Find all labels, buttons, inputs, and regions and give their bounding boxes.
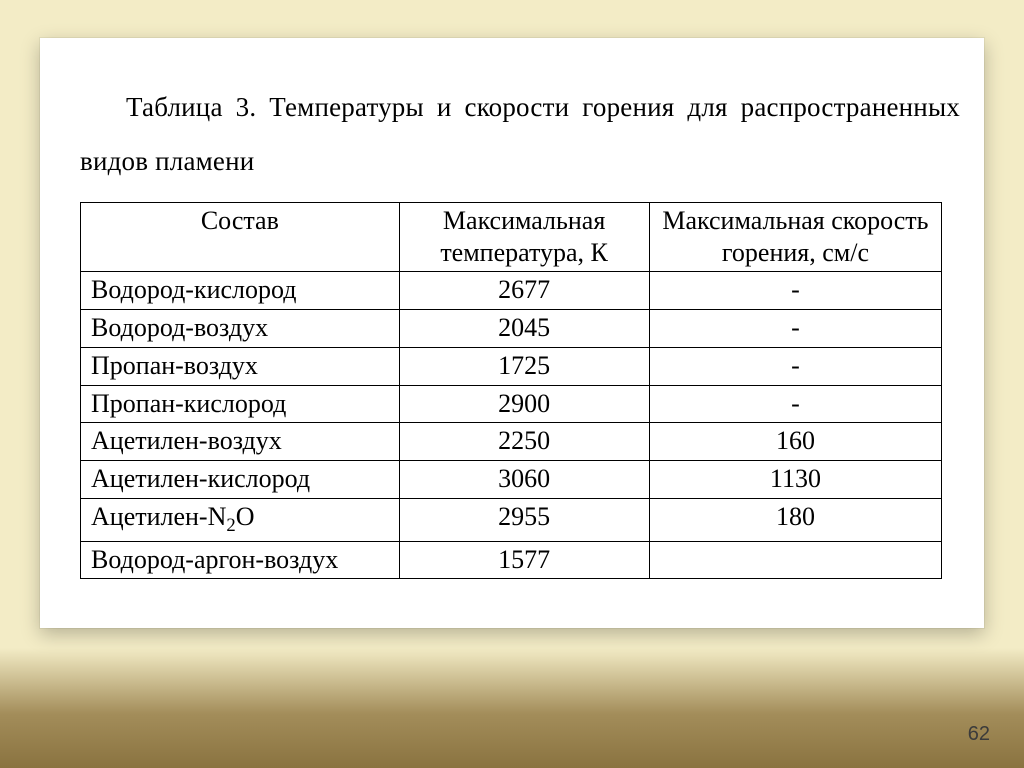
cell-temperature: 2955 [399,498,649,541]
cell-composition: Водород-аргон-воздух [81,541,400,579]
caption-line1: Таблица 3. Температуры и скорости горени… [126,92,960,122]
col-header-composition-text: Состав [201,206,279,235]
table-row: Ацетилен-кислород 3060 1130 [81,461,942,499]
table-header-row: Состав Максимальная температура, К Макси… [81,203,942,272]
col-header-temp-l2: температура, К [440,238,608,267]
cell-composition: Ацетилен-воздух [81,423,400,461]
cell-speed: 1130 [649,461,942,499]
table-caption: Таблица 3. Температуры и скорости горени… [80,80,960,188]
flame-table: Состав Максимальная температура, К Макси… [80,202,942,579]
caption-line2: видов пламени [80,146,254,176]
col-header-composition: Состав [81,203,400,272]
table-row: Водород-аргон-воздух 1577 [81,541,942,579]
cell-speed: - [649,385,942,423]
col-header-temp-l1: Максимальная [443,206,605,235]
cell-composition: Пропан-кислород [81,385,400,423]
bottom-gradient [0,648,1024,768]
table-row: Пропан-воздух 1725 - [81,347,942,385]
table-row: Ацетилен-N2O 2955 180 [81,498,942,541]
cell-speed: - [649,347,942,385]
cell-composition: Пропан-воздух [81,347,400,385]
cell-speed: 160 [649,423,942,461]
cell-temperature: 2677 [399,272,649,310]
col-header-speed-l2: горения, см/с [722,238,869,267]
cell-temperature: 2900 [399,385,649,423]
cell-temperature: 1577 [399,541,649,579]
cell-composition: Водород-воздух [81,310,400,348]
cell-speed: - [649,272,942,310]
col-header-temperature: Максимальная температура, К [399,203,649,272]
table-row: Ацетилен-воздух 2250 160 [81,423,942,461]
cell-composition: Ацетилен-N2O [81,498,400,541]
col-header-speed: Максимальная скорость горения, см/с [649,203,942,272]
table-row: Водород-воздух 2045 - [81,310,942,348]
cell-composition: Ацетилен-кислород [81,461,400,499]
page-number: 62 [968,723,990,746]
table-row: Водород-кислород 2677 - [81,272,942,310]
cell-speed: 180 [649,498,942,541]
cell-temperature: 1725 [399,347,649,385]
document-paper: Таблица 3. Температуры и скорости горени… [40,38,984,628]
cell-speed: - [649,310,942,348]
col-header-speed-l1: Максимальная скорость [662,206,928,235]
slide-background: Таблица 3. Температуры и скорости горени… [0,0,1024,768]
table-row: Пропан-кислород 2900 - [81,385,942,423]
cell-speed [649,541,942,579]
cell-composition: Водород-кислород [81,272,400,310]
cell-temperature: 3060 [399,461,649,499]
cell-temperature: 2045 [399,310,649,348]
cell-temperature: 2250 [399,423,649,461]
